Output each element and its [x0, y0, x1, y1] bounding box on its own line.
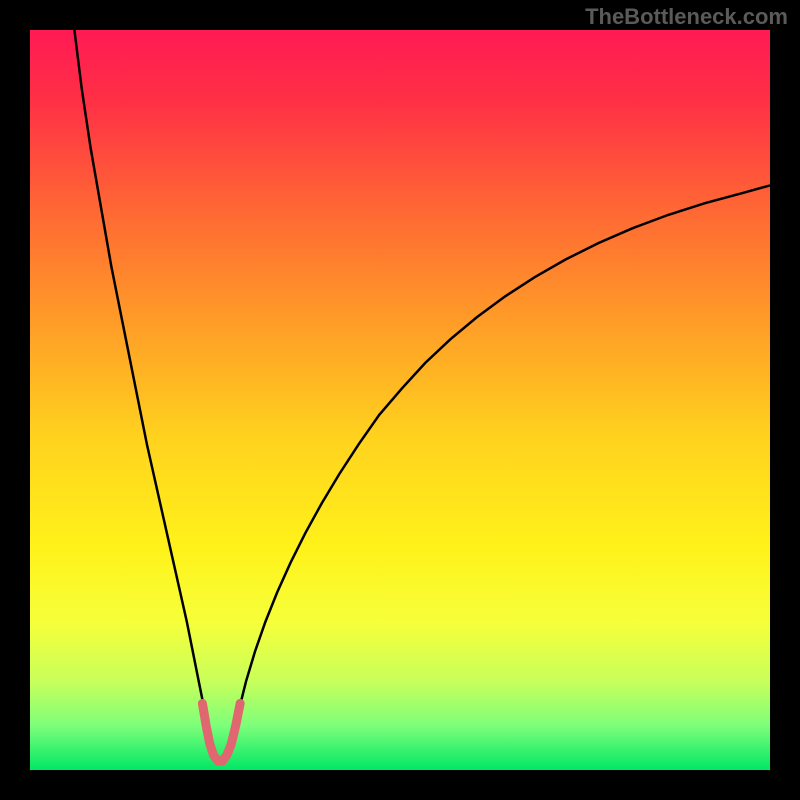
plot-background: [30, 30, 770, 770]
bottleneck-chart: [0, 0, 800, 800]
